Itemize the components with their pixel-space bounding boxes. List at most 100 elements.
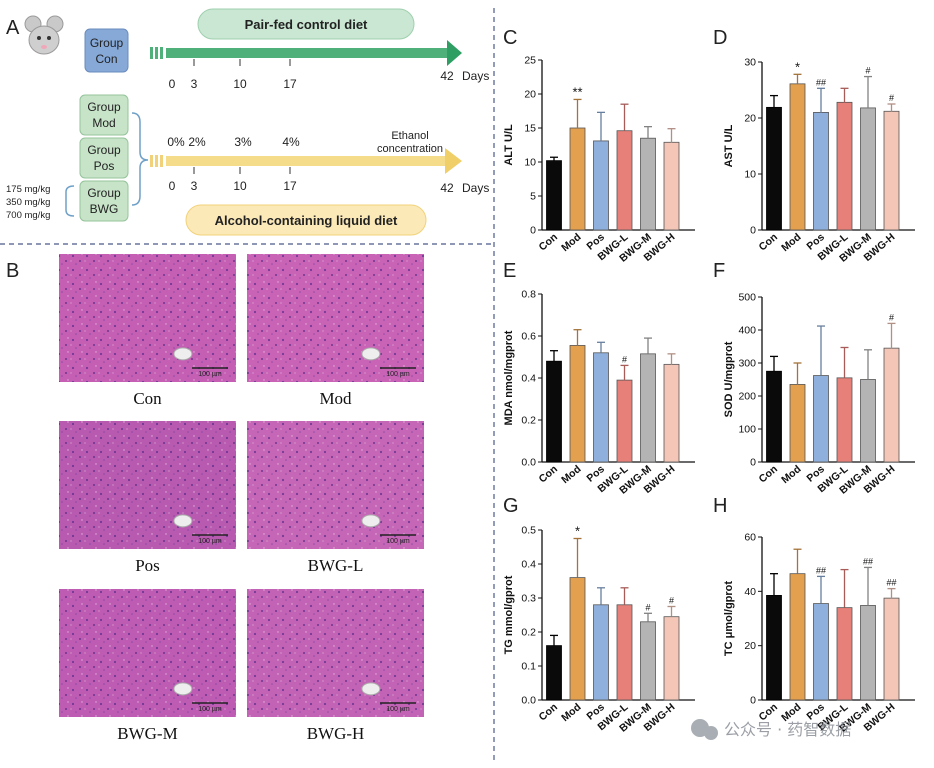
bar-pos: [813, 603, 829, 701]
y-tick-label: 300: [738, 358, 756, 370]
panel-label-b: B: [6, 260, 19, 282]
y-tick-label: 20: [524, 89, 536, 101]
significance-mark: ##: [816, 565, 826, 575]
significance-mark: **: [572, 84, 582, 99]
x-tick-label-con: Con: [757, 231, 780, 253]
vessel-lumen: [173, 514, 193, 528]
histology-image-bwg-m: 100 µm BWG-M: [59, 589, 236, 743]
groups-brace: [131, 112, 149, 206]
y-tick-label: 0.1: [521, 661, 536, 673]
day0-bottom: 0: [169, 179, 176, 193]
significance-mark: #: [865, 66, 870, 76]
significance-mark: #: [889, 93, 894, 103]
days-label-bottom: Days: [462, 181, 489, 195]
dose-350: 350 mg/kg: [6, 197, 50, 208]
bar-mod: [569, 345, 586, 463]
scale-bar-label: 100 µm: [198, 538, 222, 545]
bar-bwg-m: [860, 107, 876, 231]
group-con-line1: Group: [90, 36, 124, 50]
y-tick-label: 0.0: [521, 695, 536, 707]
pair-fed-timeline-arrow: [150, 40, 462, 66]
panel-label-c: C: [503, 27, 517, 49]
vessel-lumen: [173, 682, 193, 696]
bar-con: [546, 645, 562, 701]
group-pos-line1: Group: [87, 143, 121, 157]
bar-bwg-l: [616, 379, 633, 463]
bar-con: [546, 360, 562, 463]
pair-fed-pill: [197, 8, 415, 40]
vessel-lumen: [173, 347, 193, 361]
histology-label-mod: Mod: [319, 389, 352, 408]
dose-brace: [65, 185, 75, 217]
bar-mod: [789, 573, 806, 701]
y-tick-label: 500: [738, 292, 756, 304]
conc-0: 0%: [167, 135, 185, 149]
histology-image-bwg-h: 100 µm BWG-H: [247, 589, 424, 743]
y-tick-label: 0.2: [521, 627, 536, 639]
y-tick-label: 0.4: [521, 373, 536, 385]
group-mod-box: [79, 94, 129, 136]
y-axis-label: SOD U/mgprot: [723, 341, 735, 417]
day3-bottom: 3: [191, 179, 198, 193]
x-tick-label-mod: Mod: [559, 463, 583, 486]
significance-mark: ##: [863, 556, 873, 566]
bar-bwg-l: [616, 604, 633, 701]
y-tick-label: 30: [744, 57, 756, 69]
alcohol-timeline-arrow: [150, 148, 462, 174]
histology-image-con: 100 µm Con: [59, 254, 236, 408]
day3-top: 3: [191, 77, 198, 91]
y-tick-label: 0: [750, 695, 756, 707]
x-tick-label-con: Con: [537, 231, 560, 253]
panel-label-f: F: [713, 260, 725, 282]
histology-label-bwg-h: BWG-H: [307, 724, 365, 743]
days-label-top: Days: [462, 69, 489, 83]
bar-bwg-h: [663, 363, 680, 463]
panel-label-e: E: [503, 260, 516, 282]
y-tick-label: 15: [524, 123, 536, 135]
x-tick-label-mod: Mod: [779, 463, 803, 486]
y-tick-label: 0: [750, 457, 756, 469]
watermark-text: 公众号 · 药智数据: [724, 720, 851, 739]
watermark: 公众号 · 药智数据: [691, 719, 851, 740]
group-pos-box: [79, 137, 129, 179]
y-tick-label: 0.3: [521, 593, 536, 605]
significance-mark: #: [889, 312, 894, 322]
bar-con: [766, 370, 782, 463]
group-pos-line2: Pos: [94, 159, 115, 173]
mouse-icon: [24, 15, 64, 55]
dose-175: 175 mg/kg: [6, 184, 50, 195]
bar-con: [766, 106, 782, 231]
group-mod-line1: Group: [87, 100, 121, 114]
bar-mod: [569, 577, 586, 701]
conc-3: 3%: [234, 135, 252, 149]
y-tick-label: 0.0: [521, 457, 536, 469]
y-tick-label: 0.4: [521, 559, 536, 571]
x-tick-label-mod: Mod: [559, 701, 583, 724]
histology-image-pos: 100 µm Pos: [59, 421, 236, 575]
significance-mark: #: [645, 602, 650, 612]
x-tick-label-con: Con: [537, 701, 560, 723]
scale-bar-label: 100 µm: [386, 371, 410, 378]
alcohol-pill: [185, 204, 427, 236]
bar-bwg-l: [836, 607, 853, 701]
significance-mark: *: [795, 59, 800, 74]
bar-bwg-l: [836, 377, 853, 463]
bar-bwg-l: [836, 101, 853, 231]
vessel-lumen: [361, 347, 381, 361]
bar-pos: [593, 140, 609, 231]
y-tick-label: 20: [744, 640, 756, 652]
day10-top: 10: [233, 77, 247, 91]
y-tick-label: 0.8: [521, 289, 536, 301]
group-bwg-box: [79, 180, 129, 222]
bar-pos: [593, 604, 609, 701]
scale-bar-label: 100 µm: [198, 706, 222, 713]
y-tick-label: 60: [744, 532, 756, 544]
bar-bwg-h: [883, 110, 900, 231]
y-tick-label: 40: [744, 586, 756, 598]
day0-top: 0: [169, 77, 176, 91]
histology-label-bwg-m: BWG-M: [117, 724, 177, 743]
vessel-lumen: [361, 514, 381, 528]
